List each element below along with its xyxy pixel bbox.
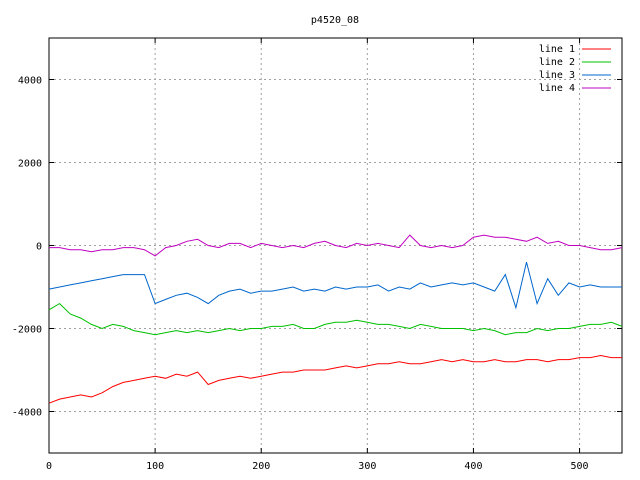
x-tick-label: 100	[146, 461, 164, 472]
series-line-4	[49, 234, 623, 257]
chart-title: p4520_08	[311, 15, 359, 26]
legend-label: line 4	[539, 83, 575, 94]
x-tick-label: 500	[571, 461, 589, 472]
y-tick-label: 0	[36, 242, 42, 253]
legend-label: line 3	[539, 70, 575, 81]
legend-label: line 2	[539, 57, 575, 68]
series-group	[48, 234, 623, 404]
series-line-1	[48, 354, 622, 404]
axis-ticks: 0 100 200 300 400 500 -4000 -2000 0 2000 4000	[12, 38, 622, 472]
series-line-3	[48, 261, 622, 310]
series-line-2	[48, 302, 623, 336]
legend: line 1 line 2 line 3 line 4	[539, 44, 611, 94]
x-tick-label: 400	[464, 461, 482, 472]
y-tick-label: -2000	[12, 325, 42, 336]
y-tick-label: 2000	[18, 159, 42, 170]
x-tick-label: 300	[358, 461, 376, 472]
y-tick-label: -4000	[12, 408, 42, 419]
y-tick-label: 4000	[18, 76, 42, 87]
legend-label: line 1	[539, 44, 575, 55]
x-tick-label: 0	[46, 461, 52, 472]
x-tick-label: 200	[252, 461, 270, 472]
grid-lines	[49, 38, 622, 453]
